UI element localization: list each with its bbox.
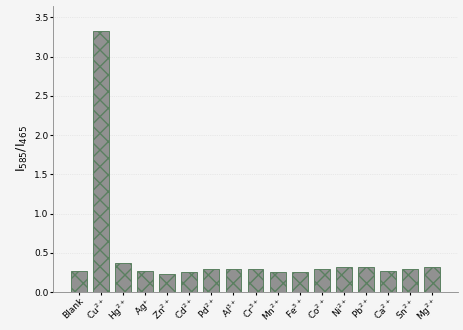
Bar <box>313 269 329 292</box>
Bar <box>137 271 153 292</box>
Bar <box>269 273 285 292</box>
Bar <box>159 274 175 292</box>
Bar <box>379 271 395 292</box>
Bar <box>247 269 263 292</box>
Bar <box>335 267 351 292</box>
Y-axis label: I$_{585}$/I$_{465}$: I$_{585}$/I$_{465}$ <box>15 125 30 172</box>
Bar <box>203 269 219 292</box>
Bar <box>291 272 307 292</box>
Bar <box>115 263 131 292</box>
Bar <box>225 269 241 292</box>
Bar <box>71 271 87 292</box>
Bar <box>181 272 197 292</box>
Bar <box>401 269 417 292</box>
Bar <box>93 31 109 292</box>
Bar <box>357 267 373 292</box>
Bar <box>423 267 439 292</box>
